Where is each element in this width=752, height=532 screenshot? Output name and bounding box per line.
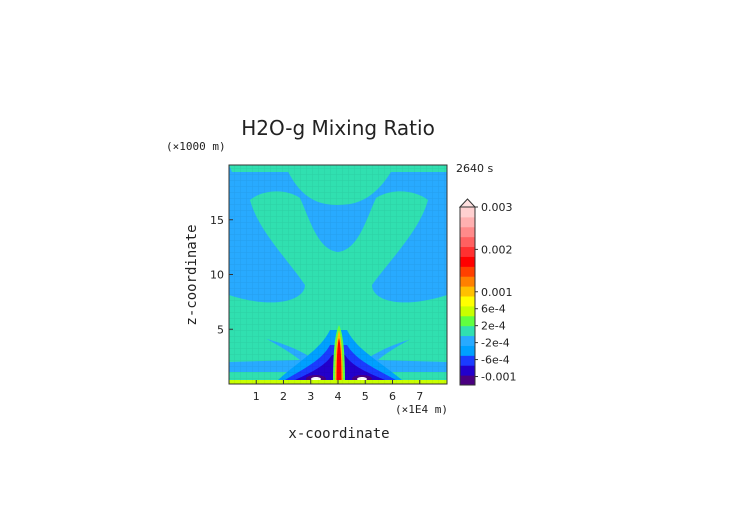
- colorbar-swatch: [460, 276, 475, 287]
- colorbar-swatch: [460, 246, 475, 257]
- colorbar-swatch: [460, 226, 475, 238]
- colorbar-label: -0.001: [481, 371, 516, 384]
- colorbar-swatch: [460, 266, 475, 277]
- colorbar-swatch: [460, 256, 475, 267]
- colorbar-swatch: [460, 355, 475, 366]
- x-tick-label: 4: [335, 390, 342, 403]
- colorbar-swatch: [460, 365, 475, 376]
- y-axis-label: z-coordinate: [184, 224, 200, 325]
- colorbar-swatch: [460, 305, 475, 317]
- colorbar-label: 6e-4: [481, 303, 506, 316]
- x-tick-label: 5: [362, 390, 369, 403]
- y-tick-label: 15: [210, 214, 224, 227]
- colorbar-swatch: [460, 207, 475, 218]
- colorbar-swatch: [460, 345, 475, 356]
- heatmap-field: [229, 165, 447, 384]
- colorbar-swatch: [460, 375, 475, 386]
- x-tick-label: 3: [307, 390, 314, 403]
- colorbar-swatch: [460, 325, 475, 337]
- x-tick-label: 2: [280, 390, 287, 403]
- colorbar-label: -6e-4: [481, 354, 510, 367]
- colorbar-label: 0.001: [481, 286, 513, 299]
- colorbar-swatch: [460, 315, 475, 327]
- y-tick-label: 5: [217, 323, 224, 336]
- colorbar-label: 2e-4: [481, 320, 506, 333]
- colorbar-swatch: [460, 296, 475, 307]
- colorbar-label: -2e-4: [481, 337, 510, 350]
- chart-title: H2O-g Mixing Ratio: [241, 116, 435, 140]
- x-axis-label: x-coordinate: [288, 426, 389, 442]
- x-tick-label: 1: [253, 390, 260, 403]
- y-axis-ticks: 5 10 15: [210, 214, 233, 336]
- time-label: 2640 s: [456, 162, 493, 175]
- colorbar-label: 0.002: [481, 243, 513, 256]
- x-tick-label: 7: [416, 390, 423, 403]
- x-axis-ticks: 1 2 3 4 5 6 7: [253, 380, 423, 403]
- colorbar-swatch: [460, 286, 475, 297]
- x-tick-label: 6: [389, 390, 396, 403]
- colorbar: 0.003 0.002 0.001 6e-4 2e-4 -2e-4 -6e-4 -0.001: [458, 198, 516, 386]
- x-unit-label: (×1E4 m): [395, 403, 448, 416]
- colorbar-swatch: [460, 335, 475, 346]
- colorbar-swatch: [460, 216, 475, 228]
- y-tick-label: 10: [210, 269, 224, 282]
- colorbar-swatch: [460, 236, 475, 248]
- colorbar-extend-arrow: [458, 198, 477, 208]
- y-unit-label: (×1000 m): [166, 140, 226, 153]
- colorbar-label: 0.003: [481, 201, 513, 214]
